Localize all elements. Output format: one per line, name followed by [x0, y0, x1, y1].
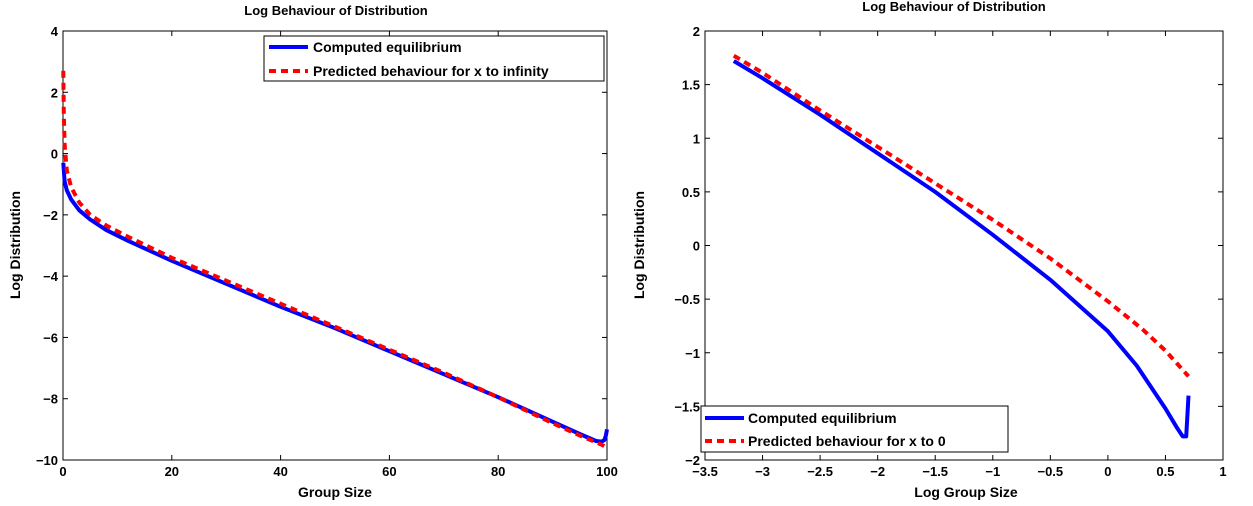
chart-left-ytick-label: −8 [43, 392, 58, 407]
chart-left-plot-area [62, 30, 608, 461]
chart-right-legend: Computed equilibrium Predicted behaviour… [700, 405, 1009, 453]
chart-right-legend-box [700, 405, 1009, 453]
chart-right-xlabel: Log Group Size [914, 484, 1018, 500]
chart-left-ytick-label: −2 [43, 208, 58, 223]
chart-right-xtick-label: −1 [985, 464, 1000, 479]
chart-right-ytick-label: −1.5 [674, 399, 700, 414]
chart-right-ytick-label: 0.5 [682, 185, 700, 200]
chart-left-legend: Computed equilibrium Predicted behaviour… [263, 35, 605, 82]
chart-right-xtick-label: −2.5 [807, 464, 833, 479]
chart-right: Log Behaviour of Distribution −3.5 −3 −2.5… [631, 0, 1227, 500]
chart-right-xtick-label: −1.5 [922, 464, 948, 479]
chart-right-series-predicted-behaviour [732, 53, 1190, 378]
chart-right-ytick-label: −1 [685, 346, 700, 361]
chart-right-plot-area [704, 30, 1224, 461]
chart-left-title: Log Behaviour of Distribution [244, 3, 427, 18]
chart-left-legend-label-predicted: Predicted behaviour for x to infinity [313, 63, 549, 79]
chart-right-ytick-label: 1 [693, 131, 700, 146]
chart-right-xtick-label: −0.5 [1037, 464, 1063, 479]
chart-right-ytick-label: −0.5 [674, 292, 700, 307]
chart-left-xtick-label: 60 [382, 464, 396, 479]
chart-left-xlabel: Group Size [298, 484, 372, 500]
chart-left-ytick-label: −10 [36, 453, 58, 468]
chart-left-xtick-label: 20 [165, 464, 179, 479]
chart-left-ytick-label: 4 [51, 24, 59, 39]
chart-left-legend-box [263, 35, 605, 82]
chart-right-xtick-label: 1 [1219, 464, 1226, 479]
chart-right-xtick-label: 0 [1104, 464, 1111, 479]
chart-left: Log Behaviour of Distribution 0 20 40 60 80 1… [7, 3, 618, 500]
chart-left-ytick-label: −4 [43, 269, 59, 284]
chart-left-ytick-label: −6 [43, 330, 58, 345]
chart-right-series-computed-equilibrium [732, 59, 1191, 439]
chart-left-series-predicted-behaviour [61, 70, 608, 450]
chart-left-ylabel: Log Distribution [7, 191, 23, 299]
chart-left-xtick-label: 40 [273, 464, 287, 479]
chart-right-xtick-label: −2 [870, 464, 885, 479]
chart-right-xtick-label: −3 [755, 464, 770, 479]
chart-left-legend-label-computed: Computed equilibrium [313, 39, 462, 55]
chart-right-ticks: −3.5 −3 −2.5 −2 −1.5 −1 −0.5 0 0.5 1 −2 −1.5 −1 −0.5 0… [674, 24, 1226, 479]
chart-left-series-computed-equilibrium [61, 162, 609, 444]
chart-right-title: Log Behaviour of Distribution [862, 0, 1045, 14]
chart-left-xtick-label: 0 [59, 464, 66, 479]
chart-left-curves [61, 70, 609, 450]
chart-right-ytick-label: 1.5 [682, 78, 700, 93]
chart-left-xtick-label: 80 [491, 464, 505, 479]
chart-left-xtick-label: 100 [596, 464, 618, 479]
chart-right-xtick-label: 0.5 [1156, 464, 1174, 479]
chart-left-ticks: 0 20 40 60 80 100 −10 −8 −6 −4 −2 0 2 4 [36, 24, 618, 479]
chart-right-legend-label-predicted: Predicted behaviour for x to 0 [748, 433, 946, 449]
chart-right-curves [732, 53, 1191, 439]
chart-right-ytick-label: 0 [693, 239, 700, 254]
chart-left-ytick-label: 2 [51, 85, 58, 100]
chart-right-legend-label-computed: Computed equilibrium [748, 410, 897, 426]
chart-right-ytick-label: 2 [693, 24, 700, 39]
chart-left-ytick-label: 0 [51, 147, 58, 162]
chart-right-ylabel: Log Distribution [631, 191, 647, 299]
chart-right-ytick-label: −2 [685, 453, 700, 468]
chart-right-xtick-label: −3.5 [692, 464, 718, 479]
